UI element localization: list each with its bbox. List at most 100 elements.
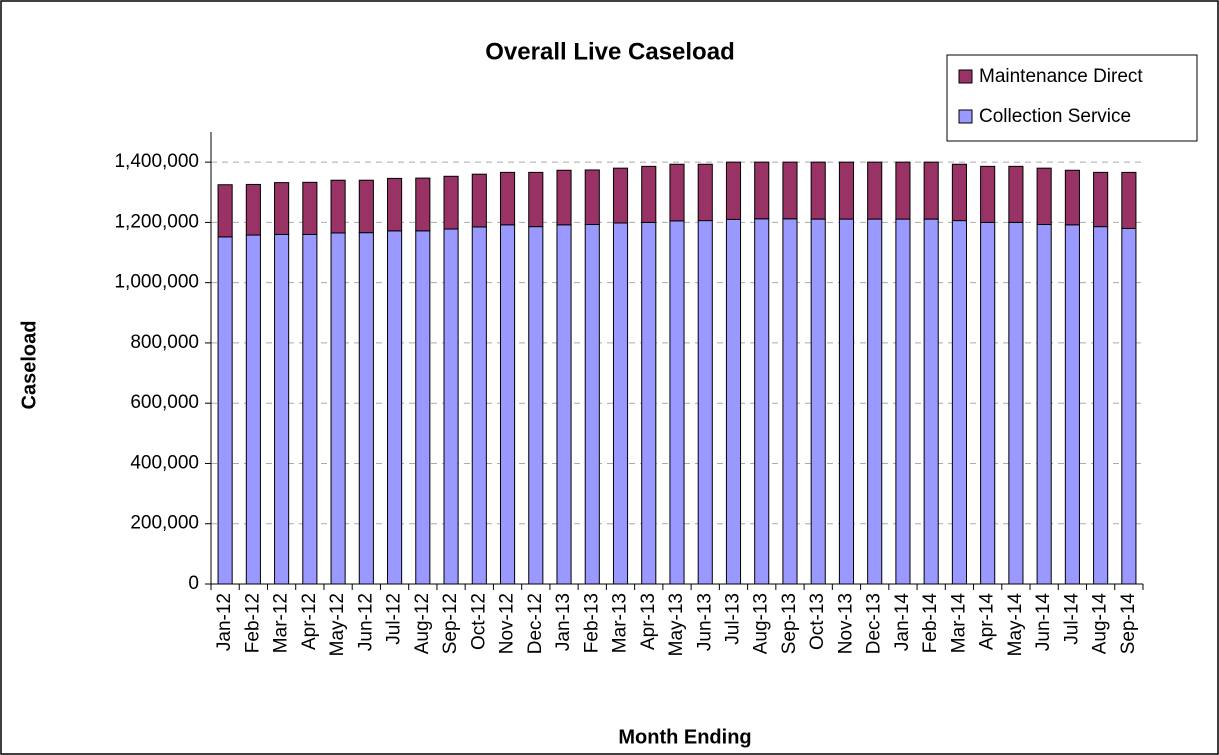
bar-segment <box>725 161 742 220</box>
chart-title: Overall Live Caseload <box>485 38 734 65</box>
x-tick-label: Jul-14 <box>1061 593 1082 645</box>
bar-segment <box>584 224 600 585</box>
bar-segment <box>302 233 318 585</box>
bar-segment <box>895 218 911 585</box>
bar-segment <box>1093 171 1109 228</box>
bar-segment <box>1036 167 1052 226</box>
bar-segment <box>443 175 459 230</box>
x-tick-label: May-13 <box>666 593 687 656</box>
y-tick-label: 0 <box>188 573 199 594</box>
bar-segment <box>782 218 798 585</box>
x-tick-label: Nov-13 <box>835 593 856 654</box>
bar-segment <box>951 220 967 585</box>
x-tick-label: Feb-13 <box>581 593 602 653</box>
x-tick-label: Jul-12 <box>384 593 405 645</box>
x-tick-label: Sep-14 <box>1118 593 1139 655</box>
bar-segment <box>415 230 431 585</box>
bar-segment <box>1093 226 1109 585</box>
legend-swatch <box>958 69 973 84</box>
x-tick-label: Jun-14 <box>1033 593 1054 652</box>
x-tick-label: Mar-13 <box>610 593 631 653</box>
x-tick-label: Dec-12 <box>525 593 546 654</box>
x-tick-label: Jan-14 <box>892 593 913 652</box>
bar-segment <box>556 224 572 585</box>
bar-segment <box>1121 171 1137 229</box>
x-tick-label: Sep-12 <box>440 593 461 654</box>
x-tick-label: Aug-14 <box>1090 593 1111 655</box>
bar-segment <box>330 179 346 234</box>
bar-segment <box>274 182 290 235</box>
x-tick-label: May-14 <box>1005 593 1026 657</box>
legend-label: Collection Service <box>979 106 1131 127</box>
bar-segment <box>725 218 742 585</box>
bar-segment <box>217 184 233 238</box>
x-tick-label: Sep-13 <box>779 593 800 654</box>
x-tick-label: Nov-12 <box>497 593 518 654</box>
bar-segment <box>641 221 657 585</box>
y-axis-label: Caseload <box>18 321 40 410</box>
y-tick-label: 200,000 <box>130 513 199 534</box>
x-tick-label: May-12 <box>327 593 348 656</box>
bar-segment <box>245 183 261 236</box>
bar-segment <box>217 236 233 585</box>
legend-box <box>946 54 1198 142</box>
bar-segment <box>528 226 544 585</box>
x-tick-label: Feb-14 <box>920 593 941 654</box>
x-tick-label: Jun-12 <box>355 593 376 651</box>
bar-segment <box>330 232 346 585</box>
bar-segment <box>895 161 911 220</box>
x-tick-label: Apr-12 <box>299 593 320 650</box>
bar-segment <box>669 163 685 222</box>
bar-segment <box>669 220 685 585</box>
y-tick-label: 600,000 <box>130 392 199 413</box>
bar-segment <box>697 163 713 222</box>
bar-segment <box>923 161 939 220</box>
bar-segment <box>612 167 629 224</box>
bar-segment <box>443 228 459 585</box>
bar-segment <box>415 177 431 232</box>
x-tick-label: Apr-13 <box>638 593 659 650</box>
legend-label: Maintenance Direct <box>979 66 1143 87</box>
bar-segment <box>387 230 403 585</box>
bar-segment <box>471 226 487 585</box>
x-tick-label: Aug-12 <box>412 593 433 654</box>
x-tick-label: Feb-12 <box>242 593 263 653</box>
bar-segment <box>810 161 826 220</box>
bar-segment <box>1036 224 1052 585</box>
bar-segment <box>358 179 374 234</box>
bar-segment <box>528 171 544 228</box>
y-tick-label: 1,000,000 <box>114 272 199 293</box>
y-tick-label: 1,200,000 <box>114 211 199 232</box>
x-tick-label: Apr-14 <box>977 593 998 650</box>
bar-segment <box>838 218 855 585</box>
bar-segment <box>245 234 261 585</box>
bar-segment <box>612 222 629 585</box>
bar-segment <box>302 181 318 235</box>
x-tick-label: Oct-13 <box>807 593 828 650</box>
x-tick-label: Oct-12 <box>468 593 489 650</box>
bar-segment <box>641 165 657 223</box>
bar-segment <box>951 163 967 222</box>
bar-segment <box>358 232 374 585</box>
x-tick-label: Jan-13 <box>553 593 574 651</box>
bar-segment <box>697 220 713 585</box>
bar-segment <box>471 173 487 228</box>
bar-segment <box>810 218 826 585</box>
legend-swatch <box>958 109 973 124</box>
bar-segment <box>1064 169 1080 226</box>
bar-segment <box>1064 224 1080 585</box>
bar-segment <box>980 221 996 585</box>
x-tick-label: Mar-14 <box>948 593 969 654</box>
x-tick-label: Dec-13 <box>864 593 885 654</box>
x-tick-label: Jul-13 <box>723 593 744 645</box>
bar-segment <box>1008 165 1024 223</box>
bar-segment <box>782 161 798 220</box>
bar-segment <box>867 161 883 220</box>
bar-segment <box>499 224 516 585</box>
y-tick-label: 1,400,000 <box>114 151 199 172</box>
bar-segment <box>923 218 939 585</box>
x-tick-label: Aug-13 <box>751 593 772 654</box>
y-tick-label: 400,000 <box>130 452 199 473</box>
x-tick-label: Jan-12 <box>214 593 235 651</box>
